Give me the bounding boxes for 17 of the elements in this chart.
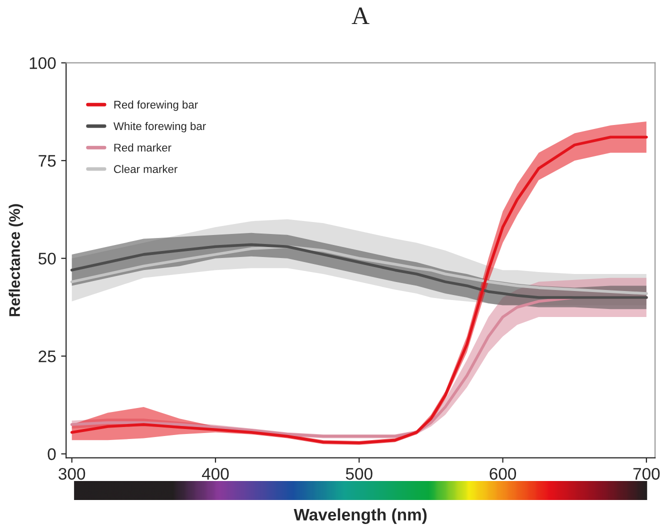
x-tick-label: 600 [490,468,516,480]
x-tick-label: 300 [58,468,86,480]
legend-label: Clear marker [114,164,178,174]
chart-title: A [352,7,370,24]
y-tick-label: 75 [38,155,56,167]
y-tick-label: 25 [38,350,56,362]
x-tick-label: 700 [633,468,660,480]
y-axis-title: Reflectance (%) [8,204,24,316]
x-axis-title: Wavelength (nm) [294,508,427,524]
legend-label: Red marker [114,143,172,152]
legend-label: White forewing bar [113,122,206,132]
y-tick-label: 100 [30,57,56,70]
x-tick-label: 400 [202,468,229,480]
y-tick-label: 0 [48,448,56,460]
y-tick-label: 50 [38,252,56,265]
x-tick-label: 500 [346,468,372,480]
legend-label: Red forewing bar [114,100,198,111]
